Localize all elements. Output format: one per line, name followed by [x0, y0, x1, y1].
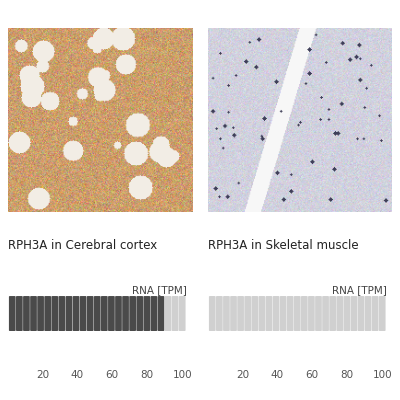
FancyBboxPatch shape	[294, 296, 300, 331]
FancyBboxPatch shape	[52, 296, 58, 331]
Text: 100: 100	[372, 370, 392, 380]
FancyBboxPatch shape	[372, 296, 378, 331]
FancyBboxPatch shape	[136, 296, 143, 331]
Text: 80: 80	[341, 370, 354, 380]
Text: 80: 80	[141, 370, 154, 380]
FancyBboxPatch shape	[258, 296, 265, 331]
FancyBboxPatch shape	[344, 296, 350, 331]
FancyBboxPatch shape	[287, 296, 294, 331]
FancyBboxPatch shape	[237, 296, 244, 331]
FancyBboxPatch shape	[158, 296, 164, 331]
FancyBboxPatch shape	[322, 296, 329, 331]
FancyBboxPatch shape	[101, 296, 108, 331]
Text: RPH3A in Skeletal muscle: RPH3A in Skeletal muscle	[208, 239, 359, 252]
FancyBboxPatch shape	[23, 296, 30, 331]
FancyBboxPatch shape	[87, 296, 94, 331]
Text: RNA [TPM]: RNA [TPM]	[132, 285, 186, 295]
FancyBboxPatch shape	[244, 296, 251, 331]
Text: 40: 40	[71, 370, 84, 380]
FancyBboxPatch shape	[115, 296, 122, 331]
FancyBboxPatch shape	[144, 296, 150, 331]
FancyBboxPatch shape	[73, 296, 79, 331]
FancyBboxPatch shape	[209, 296, 216, 331]
FancyBboxPatch shape	[358, 296, 364, 331]
FancyBboxPatch shape	[365, 296, 371, 331]
FancyBboxPatch shape	[37, 296, 44, 331]
Text: 100: 100	[172, 370, 192, 380]
FancyBboxPatch shape	[329, 296, 336, 331]
FancyBboxPatch shape	[315, 296, 322, 331]
FancyBboxPatch shape	[94, 296, 100, 331]
FancyBboxPatch shape	[336, 296, 343, 331]
Text: RNA [TPM]: RNA [TPM]	[332, 285, 386, 295]
FancyBboxPatch shape	[252, 296, 258, 331]
FancyBboxPatch shape	[379, 296, 386, 331]
FancyBboxPatch shape	[216, 296, 223, 331]
FancyBboxPatch shape	[66, 296, 72, 331]
FancyBboxPatch shape	[266, 296, 272, 331]
FancyBboxPatch shape	[122, 296, 129, 331]
FancyBboxPatch shape	[308, 296, 315, 331]
FancyBboxPatch shape	[58, 296, 65, 331]
FancyBboxPatch shape	[129, 296, 136, 331]
FancyBboxPatch shape	[280, 296, 286, 331]
FancyBboxPatch shape	[230, 296, 237, 331]
FancyBboxPatch shape	[172, 296, 178, 331]
FancyBboxPatch shape	[301, 296, 308, 331]
Text: 60: 60	[106, 370, 119, 380]
FancyBboxPatch shape	[150, 296, 157, 331]
FancyBboxPatch shape	[9, 296, 16, 331]
FancyBboxPatch shape	[30, 296, 37, 331]
Text: 20: 20	[36, 370, 49, 380]
FancyBboxPatch shape	[179, 296, 186, 331]
Text: RPH3A in Cerebral cortex: RPH3A in Cerebral cortex	[8, 239, 157, 252]
FancyBboxPatch shape	[44, 296, 51, 331]
FancyBboxPatch shape	[108, 296, 115, 331]
Text: 40: 40	[271, 370, 284, 380]
FancyBboxPatch shape	[223, 296, 230, 331]
Text: 20: 20	[236, 370, 249, 380]
FancyBboxPatch shape	[16, 296, 23, 331]
FancyBboxPatch shape	[273, 296, 279, 331]
Text: 60: 60	[306, 370, 319, 380]
FancyBboxPatch shape	[80, 296, 86, 331]
FancyBboxPatch shape	[350, 296, 357, 331]
FancyBboxPatch shape	[165, 296, 171, 331]
